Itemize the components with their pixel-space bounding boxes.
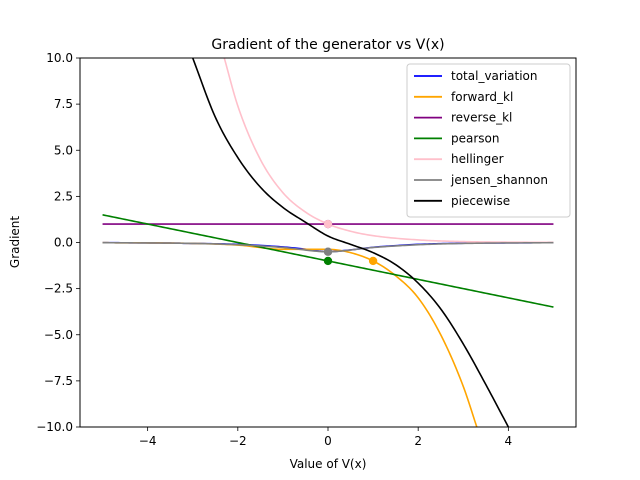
legend-label-jensen-shannon: jensen_shannon (450, 173, 548, 187)
x-axis-label: Value of V(x) (290, 457, 367, 471)
plot-frame (79, 57, 577, 428)
y-tick-label: −10.0 (36, 420, 73, 434)
marker-layer (323, 219, 378, 266)
y-tick-label: −7.5 (44, 374, 73, 388)
x-tick-label: −4 (139, 434, 157, 448)
marker-jensen-shannon (323, 247, 333, 256)
x-tick-label: 4 (505, 434, 513, 448)
legend-label-forward-kl: forward_kl (451, 90, 513, 104)
legend-box (406, 63, 571, 218)
y-tick-label: 10.0 (46, 51, 73, 65)
series-line-hellinger (223, 58, 554, 244)
y-tick-label: 2.5 (54, 189, 73, 203)
legend-label-total-variation: total_variation (451, 69, 538, 83)
legend: total_variation forward_kl reverse_klpears… (406, 63, 571, 218)
legend-label-reverse-kl: reverse_kl (451, 111, 512, 125)
tick-layer: −4 −2 0 2 4 −10.0 −7.5 −5.0 −2.5 0.0 2.5 5.0 7.5 10.0 (36, 51, 512, 448)
y-tick-label: −2.5 (44, 282, 73, 296)
legend-label-piecewise: piecewise (451, 194, 510, 208)
legend-label-hellinger: hellinger (451, 152, 504, 166)
y-tick-label: 7.5 (54, 97, 73, 111)
chart-title: Gradient of the generator vs V(x) (211, 37, 444, 53)
marker-hellinger (323, 219, 333, 229)
x-tick-label: −2 (229, 434, 247, 448)
legend-label-pearson: pearson (451, 131, 500, 145)
x-tick-label: 2 (414, 434, 422, 448)
y-tick-label: 0.0 (54, 236, 73, 250)
marker-forward-kl (368, 256, 378, 266)
marker-pearson (323, 256, 333, 266)
x-tick-label: 0 (324, 434, 332, 448)
y-tick-label: −5.0 (44, 328, 73, 342)
series-line-piecewise (191, 58, 510, 427)
y-tick-label: 5.0 (54, 143, 73, 157)
y-axis-label: Gradient (8, 216, 22, 269)
